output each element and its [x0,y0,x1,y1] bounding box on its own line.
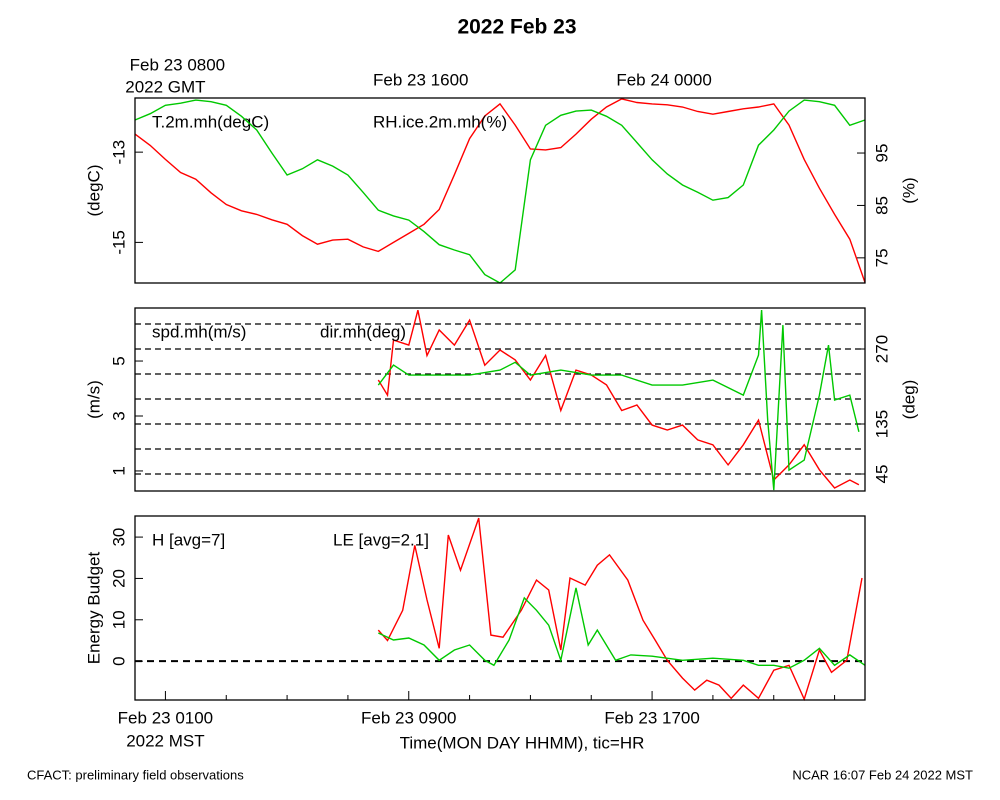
series-line [377,517,863,702]
y-tick-label: 10 [109,610,128,629]
x2-tick-label: Feb 24 0000 [616,70,711,89]
y2-axis-label: (%) [899,177,918,203]
series-line [378,587,866,669]
y2-tick-label: 135 [872,410,891,438]
y-tick-label: 20 [109,569,128,588]
y2-axis-label: (deg) [899,380,918,420]
plot-frame [134,515,866,701]
x-tick-label: Feb 23 1700 [604,708,699,727]
plot-frame [134,97,866,284]
x-tick-label: Feb 23 0100 [118,708,213,727]
y-axis-label: (degC) [84,165,103,217]
y2-tick-label: 45 [872,465,891,484]
y-tick-label: 0 [109,656,128,665]
x2-tick-label: Feb 23 1600 [373,70,468,89]
series-label: LE [avg=2.1] [333,530,429,549]
series-label: RH.ice.2m.mh(%) [373,112,507,131]
footer-left: CFACT: preliminary field observations [27,767,244,782]
y-axis-label: (m/s) [84,380,103,419]
series-line [377,310,860,491]
y2-tick-label: 75 [872,248,891,267]
series-line [134,98,866,283]
series-label: T.2m.mh(degC) [152,112,269,131]
series-label: spd.mh(m/s) [152,322,246,341]
y2-tick-label: 85 [872,196,891,215]
plot-frame [134,307,866,492]
x-tick-label: Feb 23 0900 [361,708,456,727]
series-line [377,310,860,489]
y-tick-label: 5 [109,356,128,365]
x-axis-label: Time(MON DAY HHMM), tic=HR [400,733,645,752]
y-tick-label: 1 [109,466,128,475]
footer-right: NCAR 16:07 Feb 24 2022 MST [792,767,973,782]
x2-tick-label: Feb 23 0800 [130,55,225,74]
y-tick-label: 30 [109,528,128,547]
page-title: 2022 Feb 23 [457,16,576,39]
x-tick-sublabel: 2022 MST [126,731,204,750]
y-tick-label: -13 [109,140,128,165]
series-label: dir.mh(deg) [320,322,406,341]
y-axis-label: Energy Budget [84,551,103,664]
y-tick-label: -15 [109,230,128,255]
y2-tick-label: 95 [872,144,891,163]
x2-tick-sublabel: 2022 GMT [125,77,205,96]
y-tick-label: 3 [109,411,128,420]
y2-tick-label: 270 [872,335,891,363]
series-label: H [avg=7] [152,530,225,549]
